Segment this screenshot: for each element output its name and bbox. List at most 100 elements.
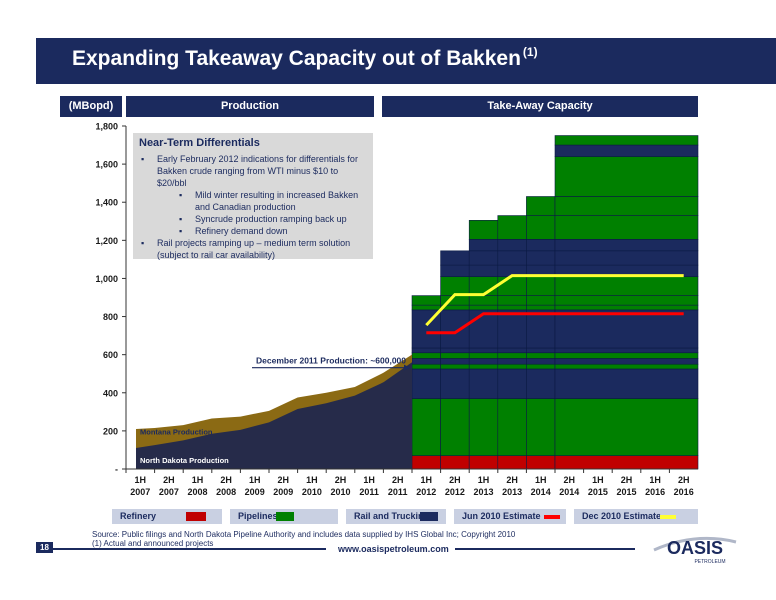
- capacity-segment: [554, 455, 699, 470]
- capacity-segment: [411, 455, 441, 470]
- capacity-segment: [497, 276, 527, 296]
- page-number: 18: [36, 542, 53, 553]
- annotation-arrow-head: [404, 364, 410, 371]
- december-2011-annotation: December 2011 Production: ~600,000: [256, 356, 406, 366]
- production-area: [136, 354, 412, 469]
- note-line: Refinery demand down: [195, 226, 288, 236]
- capacity-segment: [526, 347, 556, 354]
- x-tick-year: 2013: [502, 487, 522, 497]
- x-tick-year: 2012: [445, 487, 465, 497]
- annotations: Montana Production North Dakota Productio…: [140, 356, 410, 465]
- title-bar: Expanding Takeaway Capacity out of Bakke…: [36, 38, 776, 84]
- x-tick-half: 2H: [163, 475, 175, 485]
- capacity-segment: [468, 309, 499, 349]
- capacity-segment: [554, 144, 699, 157]
- capacity-segment: [554, 358, 699, 365]
- capacity-segment: [440, 264, 470, 277]
- capacity-segment: [497, 363, 527, 370]
- capacity-segment: [468, 455, 499, 470]
- capacity-segment: [497, 295, 527, 306]
- website: www.oasispetroleum.com: [338, 544, 449, 554]
- capacity-segment: [554, 347, 699, 354]
- capacity-segment: [497, 368, 527, 399]
- logo-wordmark: OASIS: [667, 538, 723, 558]
- capacity-segment: [497, 455, 527, 470]
- legend-swatch: [544, 515, 560, 519]
- page-title: Expanding Takeaway Capacity out of Bakke…: [72, 45, 538, 71]
- x-tick-year: 2016: [674, 487, 694, 497]
- note-line: Bakken crude ranging from WTI minus $10 …: [157, 166, 339, 176]
- x-tick-half: 2H: [449, 475, 461, 485]
- x-tick-half: 1H: [363, 475, 375, 485]
- capacity-segment: [526, 250, 556, 266]
- note-line: Syncrude production ramping back up: [195, 214, 347, 224]
- x-tick-half: 2H: [278, 475, 290, 485]
- capacity-segment: [468, 368, 499, 399]
- capacity-segment: [554, 250, 699, 266]
- note-line: and Canadian production: [195, 202, 296, 212]
- capacity-segment: [554, 363, 699, 370]
- y-tick-label: -: [115, 465, 118, 475]
- capacity-segment: [440, 250, 470, 266]
- capacity-segment: [526, 455, 556, 470]
- capacity-segment: [497, 304, 527, 311]
- capacity-steps: [411, 135, 699, 470]
- x-tick-half: 1H: [306, 475, 318, 485]
- capacity-segment: [440, 455, 470, 470]
- production-header: Production: [126, 96, 374, 117]
- x-tick-half: 2H: [506, 475, 518, 485]
- x-tick-half: 2H: [678, 475, 690, 485]
- footnote: (1) Actual and announced projects: [92, 539, 214, 548]
- capacity-segment: [554, 239, 699, 252]
- capacity-segment: [526, 304, 556, 311]
- x-tick-year: 2015: [588, 487, 608, 497]
- axis-labels: - 200 400 600 800 1,000 1,200 1,400 1,600 1,800 1H…: [95, 122, 693, 498]
- x-tick-year: 2016: [645, 487, 665, 497]
- capacity-segment: [440, 368, 470, 399]
- legend-swatch: [420, 512, 438, 521]
- notes-title: Near-Term Differentials: [139, 137, 260, 149]
- capacity-segment: [468, 295, 499, 306]
- capacity-segment: [468, 276, 499, 296]
- capacity-segment: [468, 250, 499, 266]
- bullet-marker: ▪: [179, 226, 183, 236]
- capacity-segment: [554, 368, 699, 399]
- capacity-segment: [440, 398, 470, 456]
- legend-label: Jun 2010 Estimate: [462, 511, 541, 521]
- x-tick-half: 1H: [249, 475, 261, 485]
- x-tick-year: 2014: [559, 487, 579, 497]
- legend-swatch: [276, 512, 294, 521]
- x-tick-year: 2012: [416, 487, 436, 497]
- north-dakota-production-area: [136, 362, 412, 469]
- x-tick-year: 2009: [273, 487, 293, 497]
- x-tick-half: 1H: [592, 475, 604, 485]
- x-tick-half: 2H: [220, 475, 232, 485]
- legend-jun-2010: Jun 2010 Estimate: [454, 509, 566, 524]
- x-tick-year: 2010: [302, 487, 322, 497]
- capacity-segment: [468, 220, 499, 240]
- capacity-segment: [468, 352, 499, 359]
- capacity-segment: [526, 309, 556, 349]
- y-tick-label: 600: [103, 350, 118, 360]
- x-tick-half: 1H: [478, 475, 490, 485]
- capacity-segment: [497, 309, 527, 349]
- x-tick-year: 2014: [531, 487, 551, 497]
- y-tick-label: 800: [103, 312, 118, 322]
- capacity-segment: [440, 352, 470, 359]
- legend-label: Rail and Trucking: [354, 511, 430, 521]
- montana-label: Montana Production: [140, 428, 213, 437]
- x-tick-year: 2011: [359, 487, 379, 497]
- axes: [122, 125, 698, 473]
- legend-refinery: Refinery: [112, 509, 222, 524]
- capacity-segment: [554, 156, 699, 197]
- oasis-logo-graphic: OASIS PETROLEUM: [653, 536, 737, 565]
- bullet-marker: ▪: [141, 238, 145, 248]
- capacity-segment: [497, 398, 527, 456]
- capacity-segment: [526, 368, 556, 399]
- capacity-segment: [468, 363, 499, 370]
- capacity-segment: [468, 239, 499, 252]
- capacity-segment: [468, 347, 499, 354]
- north-dakota-label: North Dakota Production: [140, 456, 229, 465]
- capacity-segment: [526, 196, 556, 216]
- legend-label: Refinery: [120, 511, 157, 521]
